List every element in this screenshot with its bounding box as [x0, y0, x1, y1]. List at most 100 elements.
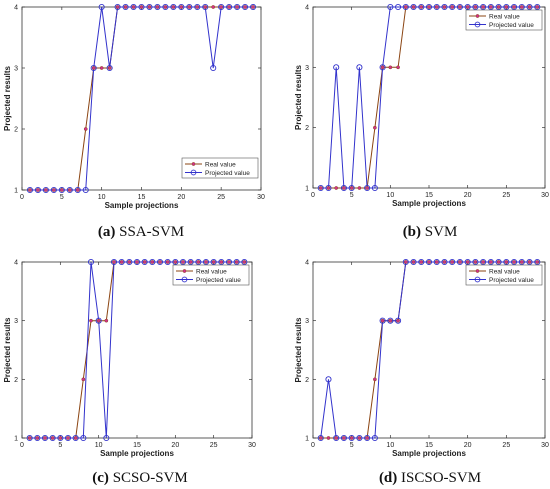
- data-point-projected: [526, 3, 533, 11]
- data-point-projected: [80, 434, 87, 442]
- data-point-real: [365, 186, 369, 190]
- panel-caption: (d) ISCSO-SVM: [379, 470, 481, 486]
- chart-panel-1: 0 5 10 15 20 25 30 1 2 3 4 Sample projections Projec…: [3, 3, 265, 240]
- panel-caption: (a) SSA-SVM: [98, 224, 184, 240]
- plot-area: [21, 261, 253, 439]
- data-point-projected: [87, 258, 95, 266]
- data-point-projected: [41, 434, 49, 442]
- data-point-real: [227, 5, 231, 9]
- x-tick-label: 25: [502, 442, 510, 449]
- x-axis-label: Sample projections: [105, 201, 179, 210]
- data-point-real: [349, 436, 354, 440]
- x-tick-label: 15: [425, 192, 433, 199]
- legend-swatch-marker: [190, 169, 197, 176]
- y-tick-label: 3: [305, 318, 309, 325]
- data-point-real: [535, 260, 540, 264]
- data-point-projected: [472, 3, 479, 11]
- x-tick-label: 5: [350, 192, 354, 199]
- data-point-projected: [333, 434, 340, 442]
- data-point-projected: [495, 258, 502, 266]
- legend-entry-real: Real value: [196, 268, 227, 275]
- data-point-real: [58, 436, 63, 440]
- data-point-projected: [503, 3, 510, 11]
- data-point-projected: [441, 258, 448, 266]
- data-point-projected: [518, 3, 525, 11]
- data-point-real: [219, 260, 224, 264]
- plot-area: [312, 6, 546, 189]
- data-point-real: [163, 5, 168, 9]
- x-tick-label: 30: [257, 194, 265, 201]
- data-point-real: [318, 436, 323, 440]
- panel-caption-text: ISCSO-SVM: [397, 470, 481, 486]
- data-point-real: [419, 5, 424, 9]
- data-point-projected: [141, 258, 148, 266]
- data-point-real: [158, 260, 162, 264]
- data-point-real: [396, 65, 400, 70]
- x-tick-label: 25: [210, 442, 218, 449]
- legend-swatch-marker: [475, 269, 480, 273]
- data-point-real: [450, 260, 455, 264]
- data-point-real: [326, 436, 331, 440]
- data-point-real: [195, 5, 200, 9]
- data-point-real: [434, 5, 439, 9]
- y-tick-label: 4: [14, 5, 18, 12]
- data-point-real: [504, 5, 509, 9]
- data-point-real: [107, 66, 112, 70]
- data-point-projected: [26, 434, 33, 442]
- data-point-projected: [371, 184, 378, 192]
- panel-caption-text: SVM: [421, 224, 457, 240]
- legend-swatch-marker: [474, 276, 481, 283]
- y-tick-label: 2: [14, 127, 18, 134]
- data-point-projected: [130, 3, 137, 11]
- data-point-real: [81, 377, 86, 382]
- data-point-projected: [433, 258, 440, 266]
- legend-entry-real: Real value: [489, 268, 520, 275]
- data-point-projected: [325, 184, 332, 192]
- data-point-real: [96, 318, 101, 323]
- data-point-real: [442, 5, 447, 9]
- data-point-real: [465, 260, 470, 264]
- data-point-real: [36, 188, 40, 192]
- data-point-real: [75, 188, 80, 192]
- y-axis-label: Projected results: [3, 317, 12, 382]
- data-point-real: [73, 436, 78, 440]
- data-point-projected: [503, 258, 510, 266]
- data-point-real: [519, 5, 524, 9]
- data-point-real: [403, 260, 408, 264]
- panel-caption: (c) SCSO-SVM: [92, 470, 187, 486]
- x-tick-label: 10: [98, 194, 106, 201]
- x-tick-label: 5: [60, 194, 64, 201]
- data-point-projected: [317, 434, 324, 442]
- x-tick-label: 30: [248, 442, 256, 449]
- data-point-real: [442, 260, 447, 264]
- x-tick-label: 10: [386, 442, 394, 449]
- data-point-real: [380, 318, 385, 323]
- panel-caption-letter: (d): [379, 470, 397, 486]
- data-point-projected: [333, 64, 340, 71]
- data-point-real: [203, 5, 208, 9]
- data-point-real: [357, 436, 362, 440]
- data-point-projected: [133, 258, 141, 266]
- data-point-real: [35, 436, 40, 440]
- data-point-real: [242, 260, 247, 264]
- data-point-real: [112, 260, 116, 264]
- data-point-real: [204, 260, 208, 264]
- data-point-projected: [340, 434, 347, 442]
- data-point-projected: [348, 184, 355, 192]
- data-point-real: [434, 260, 439, 264]
- data-point-projected: [187, 258, 194, 266]
- data-point-projected: [433, 3, 440, 11]
- data-point-real: [334, 436, 339, 440]
- data-point-real: [142, 260, 147, 264]
- data-point-projected: [242, 3, 249, 11]
- x-tick-label: 20: [464, 442, 472, 449]
- data-point-projected: [364, 184, 371, 192]
- data-point-projected: [57, 434, 64, 442]
- data-point-projected: [356, 434, 363, 442]
- data-point-real: [243, 5, 247, 9]
- data-point-real: [496, 5, 501, 9]
- y-axis-label: Projected results: [294, 64, 303, 129]
- data-point-real: [349, 186, 354, 190]
- data-point-projected: [64, 434, 72, 442]
